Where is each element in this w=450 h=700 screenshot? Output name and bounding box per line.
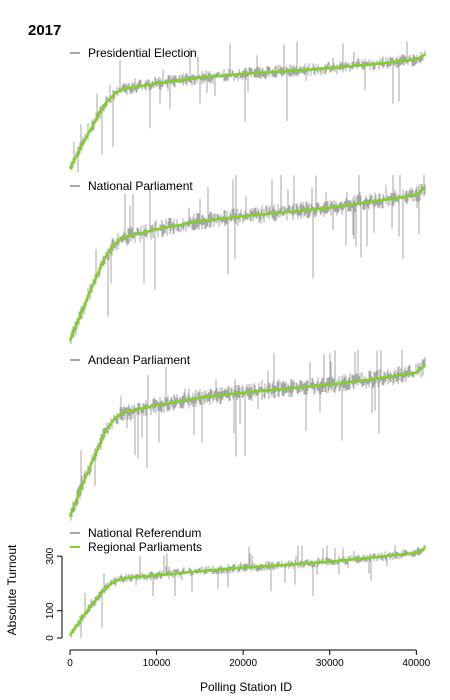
axes: 0 10000 20000 30000 40000 0 100 300 <box>45 547 431 669</box>
smooth-series-point <box>329 206 331 209</box>
smooth-series-point <box>285 211 288 213</box>
smooth-series-point <box>103 432 106 434</box>
smooth-series-point <box>424 186 426 189</box>
smooth-series-point <box>103 257 106 259</box>
panel-2: National Parliament <box>68 175 426 345</box>
smooth-series-point <box>415 194 418 196</box>
smooth-series-point <box>242 566 244 569</box>
smooth-series-point <box>424 547 426 549</box>
panels-layer: Presidential Election National Parliament… <box>68 41 426 638</box>
panel-3: Andean Parliament <box>68 350 426 521</box>
smooth-series-point <box>242 215 244 217</box>
raw-series <box>70 175 426 345</box>
y-tick-label: 0 <box>45 635 56 641</box>
smooth-series-point <box>424 53 426 56</box>
smooth-series-point <box>103 588 106 590</box>
figure-title: 2017 <box>28 22 62 39</box>
legend-label: Regional Parliaments <box>88 540 202 554</box>
x-tick-label: 0 <box>67 658 73 669</box>
smooth-series-point <box>329 560 331 563</box>
axis-layer: Polling Station ID Absolute Turnout 0 100… <box>5 544 431 694</box>
smooth-series-point <box>112 419 115 422</box>
smooth-series-line <box>68 186 426 342</box>
smooth-series-point <box>415 58 418 61</box>
legend-label: Andean Parliament <box>88 353 191 367</box>
smooth-series-point <box>242 73 244 75</box>
smooth-series-point <box>155 228 158 231</box>
x-tick-label: 10000 <box>143 658 171 669</box>
smooth-series-point <box>121 577 123 580</box>
y-tick-label: 300 <box>45 547 56 564</box>
smooth-series-point <box>372 378 374 380</box>
smooth-series-point <box>424 364 426 366</box>
raw-series <box>70 41 426 172</box>
legend-label: Presidential Election <box>88 46 197 60</box>
smooth-series-point <box>285 70 288 72</box>
x-tick-label: 40000 <box>402 658 430 669</box>
panel-1: Presidential Election <box>68 41 426 172</box>
smooth-series-point <box>103 103 106 106</box>
smooth-series-point <box>329 67 331 69</box>
raw-series <box>70 350 426 521</box>
x-tick-label: 20000 <box>229 658 257 669</box>
smooth-series-point <box>155 82 158 85</box>
smooth-series-point <box>155 404 158 407</box>
smooth-series-point <box>86 609 89 612</box>
smooth-series-point <box>199 570 201 572</box>
smooth-series-point <box>155 574 158 577</box>
legend-label: National Referendum <box>88 526 201 540</box>
smooth-series-point <box>372 63 374 65</box>
smooth-series-point <box>329 383 331 386</box>
smooth-series-point <box>121 412 123 414</box>
smooth-series-point <box>69 515 71 517</box>
smooth-series-point <box>199 220 201 222</box>
smooth-series-point <box>199 76 201 79</box>
x-axis-title: Polling Station ID <box>200 680 292 694</box>
smooth-series-point <box>69 167 71 169</box>
smooth-series-point <box>121 88 123 91</box>
smooth-series-point <box>285 387 288 390</box>
smooth-series-point <box>415 371 418 374</box>
smooth-series-point <box>121 237 123 239</box>
smooth-series-point <box>285 564 288 566</box>
smooth-series-point <box>372 556 374 559</box>
smooth-series-point <box>242 391 244 394</box>
smooth-series-line <box>68 546 426 637</box>
y-tick-label: 100 <box>45 602 56 619</box>
smooth-series-point <box>112 244 115 247</box>
smooth-series-point <box>112 581 115 583</box>
smooth-series-point <box>86 472 89 475</box>
smooth-series-point <box>69 340 71 342</box>
smooth-series-point <box>415 552 418 554</box>
smooth-series-point <box>86 297 89 300</box>
smooth-series-point <box>199 397 201 399</box>
smooth-series-point <box>372 200 374 203</box>
smooth-series-point <box>86 134 89 137</box>
x-tick-label: 30000 <box>316 658 344 669</box>
smooth-series-point <box>112 94 115 96</box>
raw-series <box>70 545 426 638</box>
y-axis-title: Absolute Turnout <box>5 544 19 635</box>
legend-label: National Parliament <box>88 179 193 193</box>
smooth-series-point <box>69 634 71 637</box>
